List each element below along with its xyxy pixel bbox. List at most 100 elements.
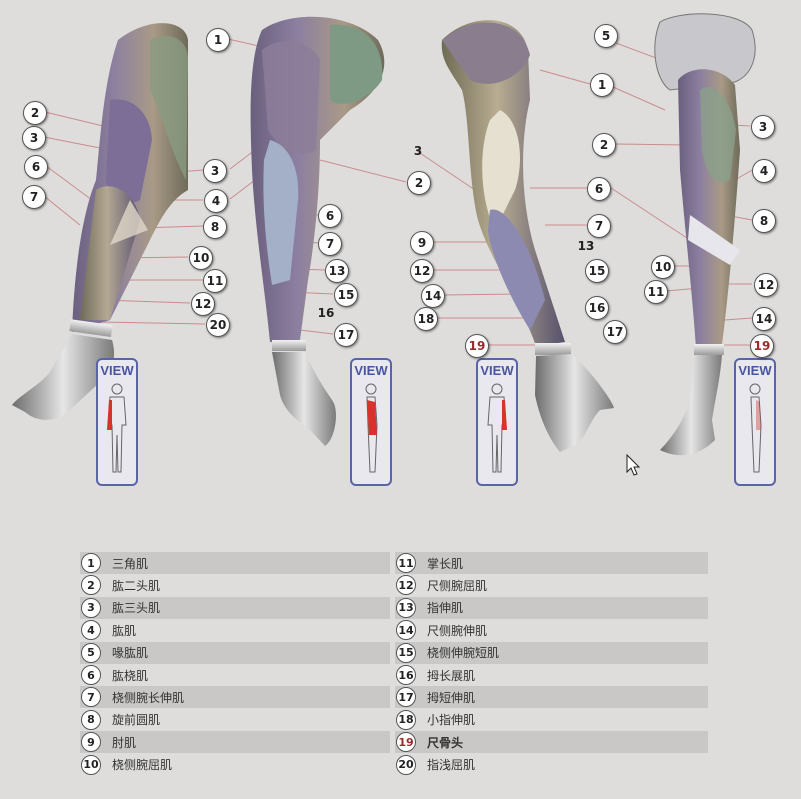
legend-number: 4 xyxy=(81,620,101,641)
callout-6: 6 xyxy=(24,155,48,179)
legend-number: 2 xyxy=(81,575,101,596)
legend-number: 13 xyxy=(396,597,416,618)
legend-label: 拇短伸肌 xyxy=(427,690,476,705)
callout-2: 2 xyxy=(592,133,616,157)
callout-18: 18 xyxy=(414,307,438,331)
human-figure-icon xyxy=(365,383,378,473)
view-label: VIEW xyxy=(480,363,514,378)
arm-illustrations xyxy=(12,13,756,476)
callout-14: 14 xyxy=(752,307,776,331)
legend-item: 15 桡侧伸腕短肌 xyxy=(395,641,708,664)
callout-4: 4 xyxy=(752,159,776,183)
callout-4: 4 xyxy=(204,189,228,213)
callout-19: 19 xyxy=(750,334,774,358)
legend-item: 9 肘肌 xyxy=(80,731,390,754)
callout-6: 6 xyxy=(318,204,342,228)
callout-16: 16 xyxy=(317,306,335,320)
callout-19: 19 xyxy=(465,334,489,358)
legend-label: 指伸肌 xyxy=(427,601,464,616)
legend-number: 16 xyxy=(396,665,416,685)
callout-16: 16 xyxy=(585,296,609,320)
callout-7: 7 xyxy=(22,185,46,209)
legend-item: 1 三角肌 xyxy=(80,552,390,574)
legend-label: 拇长展肌 xyxy=(427,668,476,683)
callout-7: 7 xyxy=(587,214,611,238)
legend-label: 掌长肌 xyxy=(427,556,464,571)
callout-12: 12 xyxy=(191,292,215,316)
legend-number: 8 xyxy=(81,709,101,730)
callout-8: 8 xyxy=(203,215,227,239)
callout-3: 3 xyxy=(203,159,227,183)
legend-item: 11 掌长肌 xyxy=(395,552,708,574)
callout-3: 3 xyxy=(413,144,423,158)
callout-12: 12 xyxy=(754,273,778,297)
legend-item: 13 指伸肌 xyxy=(395,596,708,619)
legend-number: 1 xyxy=(81,553,101,573)
legend-item: 6 肱桡肌 xyxy=(80,664,390,686)
legend-item: 2 肱二头肌 xyxy=(80,574,390,596)
legend-item: 20 指浅屈肌 xyxy=(395,754,708,776)
legend-item: 3 肱三头肌 xyxy=(80,596,390,619)
human-figure-icon xyxy=(107,383,127,473)
callout-1: 1 xyxy=(206,28,230,52)
callout-20: 20 xyxy=(206,313,230,337)
legend-number: 17 xyxy=(396,687,416,708)
callout-17: 17 xyxy=(334,323,358,347)
view-box-side: VIEW xyxy=(350,358,392,486)
legend-label: 尺骨头 xyxy=(427,735,464,750)
view-box-medial: VIEW xyxy=(734,358,776,486)
legend-label: 小指伸肌 xyxy=(427,713,476,728)
arm-front-view xyxy=(12,23,188,420)
legend-number: 14 xyxy=(396,620,416,641)
callout-11: 11 xyxy=(644,280,668,304)
legend-number: 12 xyxy=(396,575,416,596)
legend-item: 4 肱肌 xyxy=(80,619,390,641)
view-label: VIEW xyxy=(738,363,772,378)
legend-item: 17 拇短伸肌 xyxy=(395,686,708,709)
legend-number: 10 xyxy=(81,754,101,775)
legend-number: 3 xyxy=(81,597,101,618)
legend-item: 18 小指伸肌 xyxy=(395,709,708,731)
callout-9: 9 xyxy=(410,231,434,255)
legend-label: 肱二头肌 xyxy=(112,578,161,593)
legend-label: 指浅屈肌 xyxy=(427,758,476,773)
legend-label: 肱肌 xyxy=(112,623,137,638)
legend-number: 20 xyxy=(396,754,416,775)
legend-label: 尺侧腕屈肌 xyxy=(427,578,488,593)
legend-label: 旋前圆肌 xyxy=(112,713,161,728)
legend-item: 5 喙肱肌 xyxy=(80,641,390,664)
legend-label: 三角肌 xyxy=(112,556,149,571)
callout-13: 13 xyxy=(325,259,349,283)
callout-3: 3 xyxy=(22,126,46,150)
callout-2: 2 xyxy=(23,101,47,125)
callout-8: 8 xyxy=(752,209,776,233)
legend-label: 肱三头肌 xyxy=(112,601,161,616)
muscle-legend: 1 三角肌 2 肱二头肌 3 肱三头肌 4 肱肌 5 喙肱肌 6 肱桡肌 7 桡侧腕长伸肌 8… xyxy=(80,552,710,776)
legend-number: 6 xyxy=(81,665,101,685)
callout-13: 13 xyxy=(577,239,595,253)
legend-item: 16 拇长展肌 xyxy=(395,664,708,686)
callout-10: 10 xyxy=(651,255,675,279)
anatomy-figure: VIEW VIEW VIEW VIEW 1 2 3 6 7 xyxy=(12,13,778,486)
legend-number: 11 xyxy=(396,553,416,573)
legend-item: 19 尺骨头 xyxy=(395,731,708,754)
legend-number: 5 xyxy=(81,642,101,663)
arm-back-view xyxy=(441,20,614,452)
legend-label: 肘肌 xyxy=(112,735,137,750)
mouse-cursor-icon xyxy=(626,453,641,476)
callout-15: 15 xyxy=(585,259,609,283)
legend-label: 尺侧腕伸肌 xyxy=(427,623,488,638)
view-box-front: VIEW xyxy=(96,358,138,486)
legend-label: 桡侧腕屈肌 xyxy=(112,758,173,773)
legend-number: 7 xyxy=(81,687,101,708)
legend-item: 12 尺侧腕屈肌 xyxy=(395,574,708,596)
callout-2: 2 xyxy=(407,171,431,195)
legend-item: 14 尺侧腕伸肌 xyxy=(395,619,708,641)
arm-medial-view xyxy=(654,13,756,456)
view-box-back: VIEW xyxy=(476,358,518,486)
legend-label: 肱桡肌 xyxy=(112,668,149,683)
callout-15: 15 xyxy=(334,283,358,307)
human-figure-icon xyxy=(487,383,507,473)
callout-3: 3 xyxy=(751,115,775,139)
callout-11: 11 xyxy=(203,269,227,293)
